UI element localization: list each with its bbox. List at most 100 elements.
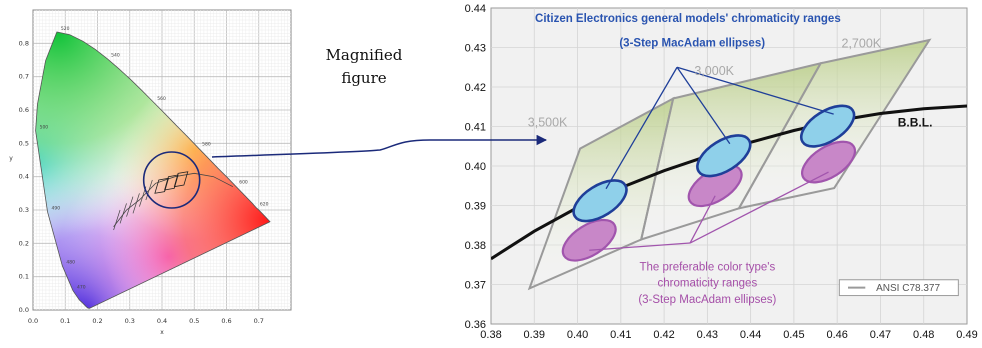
cie-y-tick: 0.7	[19, 73, 29, 81]
general-leader-line	[676, 66, 731, 145]
magnified-label-line-1: Magnified	[325, 46, 403, 64]
bbl-label: B.B.L.	[898, 116, 933, 130]
wavelength-label: 520	[61, 26, 70, 32]
cie-y-tick: 0.2	[19, 239, 29, 247]
cie-y-tick: 0.4	[19, 173, 29, 181]
preferable-leader-line	[689, 195, 716, 244]
general-label-line-1: Citizen Electronics general models' chro…	[535, 13, 841, 25]
wavelength-label: 600	[239, 180, 248, 186]
y-tick-label: 0.42	[465, 82, 486, 94]
x-tick-label: 0.39	[524, 329, 545, 341]
preferable-label-line: chromaticity ranges	[658, 277, 758, 289]
temperature-label: 3,000K	[694, 64, 734, 78]
preferable-ellipse	[801, 140, 857, 184]
legend-box	[838, 279, 959, 297]
general-model-ellipses	[572, 104, 856, 223]
magnify-circle	[142, 151, 201, 209]
preferable-ellipse	[561, 218, 617, 262]
legend-label: ANSI C78.377	[876, 283, 940, 294]
temperature-label: 3,500K	[528, 116, 568, 130]
cie-y-tick: 0.1	[19, 273, 29, 281]
magnified-figure-label: Magnified figure	[300, 44, 428, 90]
cie-y-tick: 0.5	[19, 139, 29, 147]
isotherm-tick	[132, 193, 140, 214]
y-tick-label: 0.44	[465, 3, 486, 15]
x-tick-label: 0.44	[740, 329, 761, 341]
cie-x-tick: 0.1	[60, 317, 70, 325]
cie-x-tick: 0.6	[221, 317, 231, 325]
isotherm-tick	[145, 179, 153, 201]
y-tick-label: 0.41	[465, 122, 486, 134]
preferable-leader-line	[689, 171, 829, 244]
x-tick-label: 0.46	[826, 329, 847, 341]
preferable-label-line: (3-Step MacAdam ellipses)	[638, 294, 776, 306]
chart-body	[491, 38, 967, 291]
wavelength-label: 470	[77, 285, 86, 291]
isotherm-tick	[119, 203, 127, 224]
cie-x-tick: 0.2	[92, 317, 102, 325]
x-tick-label: 0.45	[783, 329, 804, 341]
cie-y-tick: 0.3	[19, 206, 29, 214]
y-tick-label: 0.43	[465, 43, 486, 55]
wavelength-label: 490	[52, 206, 61, 212]
x-tick-label: 0.49	[956, 329, 977, 341]
x-tick-label: 0.48	[913, 329, 934, 341]
isotherm-ticks	[113, 179, 153, 231]
leader-lines	[589, 66, 834, 251]
x-tick-label: 0.38	[480, 329, 501, 341]
planckian-locus	[113, 172, 234, 227]
cie-x-tick: 0.3	[125, 317, 135, 325]
wavelength-label: 500	[40, 125, 49, 131]
general-leader-line	[676, 66, 834, 115]
cie-x-tick: 0.5	[189, 317, 199, 325]
spectral-locus	[35, 31, 271, 309]
connector-arrow	[211, 134, 548, 158]
preferable-ellipses	[561, 140, 857, 262]
wavelength-label: 580	[202, 142, 211, 148]
x-tick-label: 0.40	[567, 329, 588, 341]
cie-y-tick: 0.0	[19, 306, 29, 314]
cie-y-ticks: 0.0 0.1 0.2 0.3 0.4 0.5 0.6 0.7 0.8	[19, 39, 29, 314]
wavelength-label: 540	[111, 53, 120, 59]
wavelength-label: 620	[260, 201, 269, 207]
cie-x-axis-label: x	[160, 329, 164, 336]
y-tick-label: 0.39	[465, 201, 486, 213]
isotherm-tick	[113, 209, 121, 231]
cie-y-tick: 0.6	[19, 106, 29, 114]
general-leader-line	[605, 66, 678, 190]
general-model-ellipse	[572, 179, 628, 223]
wavelength-labels: 520 540 560 580 600 620 500 490 480 470	[40, 26, 269, 291]
cie-y-tick: 0.8	[19, 39, 29, 47]
y-tick-label: 0.40	[465, 161, 486, 173]
x-ticks: 0.38 0.39 0.40 0.41 0.42 0.43 0.44 0.45 0.46 0.47…	[480, 329, 977, 341]
cie-x-tick: 0.7	[254, 317, 264, 325]
y-tick-label: 0.36	[465, 319, 486, 331]
magnified-chart: 3,500K 3,000K 2,700K B.B.L. Citizen Electron…	[465, 3, 978, 341]
cie-x-ticks: 0.0 0.1 0.2 0.3 0.4 0.5 0.6 0.7	[28, 317, 264, 325]
preferable-label-line: The preferable color type's	[639, 262, 775, 274]
x-tick-label: 0.43	[697, 329, 718, 341]
temperature-labels: 3,500K 3,000K 2,700K	[528, 37, 882, 130]
mini-quadrangle	[173, 171, 189, 188]
general-model-ellipse	[696, 134, 752, 178]
preferable-leader-line	[589, 242, 691, 251]
x-tick-label: 0.41	[610, 329, 631, 341]
cie-x-tick: 0.4	[157, 317, 167, 325]
general-label-line-2: (3-Step MacAdam ellipses)	[619, 38, 765, 50]
y-tick-label: 0.38	[465, 240, 486, 252]
y-ticks: 0.36 0.37 0.38 0.39 0.40 0.41 0.42 0.43 0.44	[465, 3, 486, 331]
temperature-label: 2,700K	[842, 37, 882, 51]
magnify-connector	[211, 134, 548, 158]
cie-x-tick: 0.0	[28, 317, 38, 325]
x-tick-label: 0.47	[870, 329, 891, 341]
y-tick-label: 0.37	[465, 280, 486, 292]
mini-quadrangle	[154, 177, 170, 194]
wavelength-label: 560	[157, 96, 166, 102]
magnified-label-line-2: figure	[341, 69, 387, 87]
isotherm-tick	[126, 196, 134, 217]
cie-y-axis-label: y	[9, 155, 13, 162]
x-tick-label: 0.42	[653, 329, 674, 341]
